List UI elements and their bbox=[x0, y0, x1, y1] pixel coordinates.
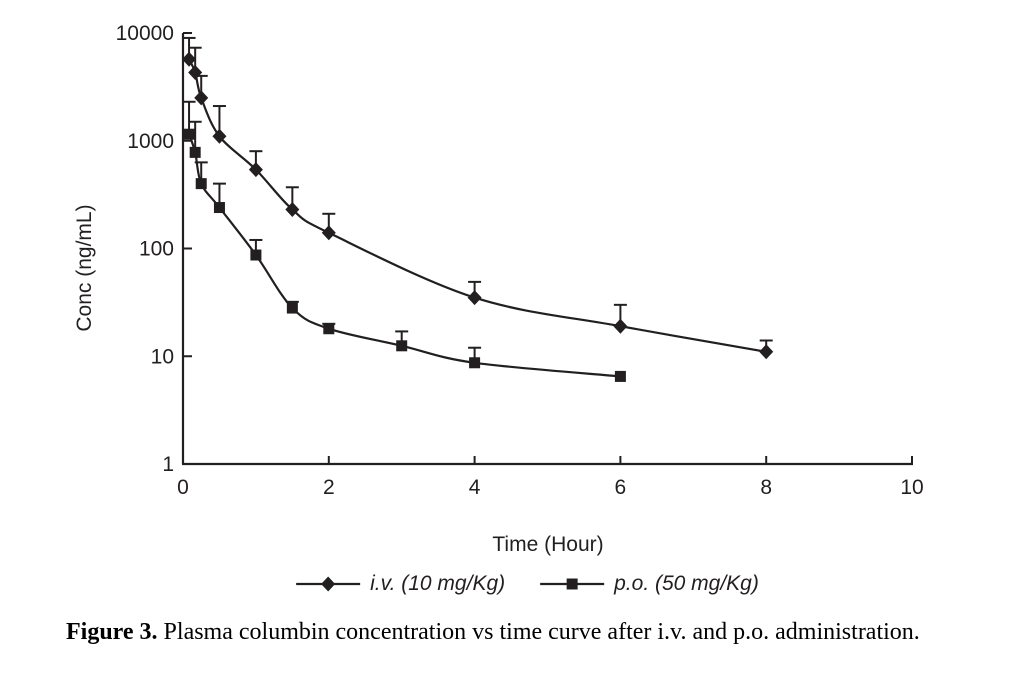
legend-label-iv: i.v. (10 mg/Kg) bbox=[370, 572, 506, 595]
x-tick-label: 2 bbox=[323, 476, 335, 499]
x-tick-label: 8 bbox=[760, 476, 772, 499]
y-tick-label: 100 bbox=[139, 238, 174, 261]
y-tick-label: 10 bbox=[151, 345, 174, 368]
figure-caption-label: Figure 3. bbox=[66, 619, 158, 645]
marker-square bbox=[286, 302, 298, 314]
figure-caption: Figure 3. Plasma columbin concentration … bbox=[66, 618, 961, 647]
marker-diamond bbox=[212, 128, 227, 144]
square-line-icon bbox=[540, 578, 605, 590]
legend-item-po: p.o. (50 mg/Kg) bbox=[539, 572, 759, 596]
legend-label-po: p.o. (50 mg/Kg) bbox=[614, 572, 759, 595]
marker-diamond bbox=[182, 51, 197, 67]
marker-diamond bbox=[194, 90, 209, 106]
marker-diamond bbox=[467, 290, 482, 306]
series-line-0 bbox=[188, 58, 767, 353]
y-tick-label: 1000 bbox=[127, 130, 174, 153]
marker-square bbox=[323, 323, 335, 335]
legend-item-iv: i.v. (10 mg/Kg) bbox=[295, 572, 505, 596]
marker-square bbox=[189, 146, 201, 158]
y-axis-title: Conc (ng/mL) bbox=[73, 204, 96, 332]
marker-square bbox=[614, 370, 626, 382]
marker-diamond bbox=[285, 202, 300, 218]
x-tick-label: 6 bbox=[615, 476, 627, 499]
marker-square bbox=[195, 178, 207, 190]
legend: i.v. (10 mg/Kg) p.o. (50 mg/Kg) bbox=[295, 572, 759, 596]
x-tick-label: 0 bbox=[177, 476, 189, 499]
x-axis-title: Time (Hour) bbox=[492, 533, 604, 556]
marker-diamond bbox=[759, 344, 774, 360]
marker-diamond bbox=[248, 162, 263, 178]
marker-diamond bbox=[188, 64, 203, 80]
marker-diamond bbox=[321, 225, 336, 241]
marker-square bbox=[396, 340, 408, 352]
plot-area: 1 10 100 1000 10000 0 2 4 6 8 10 bbox=[116, 22, 924, 499]
y-tick-label: 1 bbox=[162, 453, 174, 476]
marker-square bbox=[213, 202, 225, 214]
x-tick-label: 10 bbox=[900, 476, 923, 499]
y-tick-label: 10000 bbox=[116, 22, 174, 45]
diamond-line-icon bbox=[296, 576, 361, 592]
marker-square bbox=[183, 128, 195, 140]
marker-square bbox=[469, 357, 481, 369]
marker-diamond bbox=[613, 318, 628, 334]
figure-caption-text: Plasma columbin concentration vs time cu… bbox=[157, 619, 920, 645]
marker-square bbox=[250, 249, 262, 261]
x-tick-label: 4 bbox=[469, 476, 481, 499]
